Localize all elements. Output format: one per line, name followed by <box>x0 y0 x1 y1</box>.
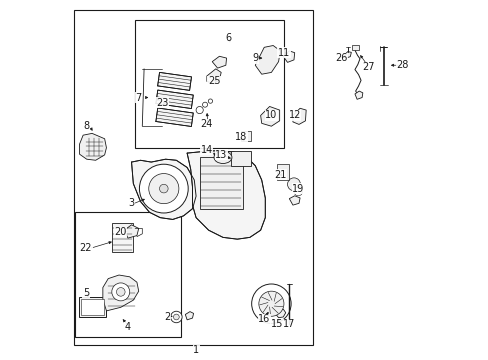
Polygon shape <box>344 51 351 58</box>
Polygon shape <box>187 150 265 239</box>
Text: 26: 26 <box>334 53 347 63</box>
Circle shape <box>251 284 290 323</box>
Polygon shape <box>354 91 362 99</box>
Circle shape <box>287 178 300 191</box>
Text: 24: 24 <box>200 120 213 129</box>
Polygon shape <box>80 134 106 160</box>
Text: 17: 17 <box>283 319 295 329</box>
Circle shape <box>258 291 284 316</box>
Text: 1: 1 <box>193 345 199 355</box>
Bar <box>79 297 105 317</box>
Polygon shape <box>102 275 139 311</box>
Polygon shape <box>292 108 305 125</box>
Text: 5: 5 <box>82 288 89 298</box>
Polygon shape <box>260 107 279 126</box>
Circle shape <box>139 164 188 213</box>
Text: 9: 9 <box>252 53 258 63</box>
Polygon shape <box>212 56 226 68</box>
Polygon shape <box>289 196 300 205</box>
Text: 6: 6 <box>225 33 231 43</box>
Polygon shape <box>276 309 285 318</box>
Bar <box>241 131 250 141</box>
Circle shape <box>148 174 179 204</box>
Polygon shape <box>157 72 191 90</box>
Circle shape <box>202 102 207 107</box>
Bar <box>135 21 284 148</box>
Text: 8: 8 <box>83 121 90 131</box>
Polygon shape <box>156 90 193 109</box>
Polygon shape <box>124 225 139 238</box>
Text: 18: 18 <box>234 132 246 142</box>
Text: 12: 12 <box>288 111 300 121</box>
Text: 23: 23 <box>156 98 168 108</box>
Bar <box>230 151 250 166</box>
Text: 14: 14 <box>200 144 213 154</box>
Text: 11: 11 <box>277 48 289 58</box>
Circle shape <box>116 288 125 296</box>
Polygon shape <box>156 108 193 126</box>
Bar <box>199 157 242 209</box>
Circle shape <box>170 311 182 323</box>
Text: 21: 21 <box>274 170 286 180</box>
Text: 19: 19 <box>291 184 304 194</box>
Text: 3: 3 <box>128 198 134 208</box>
Polygon shape <box>206 69 221 84</box>
Bar <box>277 164 288 180</box>
Text: 15: 15 <box>270 319 283 329</box>
Bar <box>75 212 181 337</box>
Text: 7: 7 <box>135 93 142 103</box>
Text: 2: 2 <box>164 312 170 322</box>
Text: 16: 16 <box>258 314 270 324</box>
Polygon shape <box>131 159 196 220</box>
Ellipse shape <box>214 151 231 163</box>
Text: 25: 25 <box>207 76 220 86</box>
Text: 4: 4 <box>124 322 131 332</box>
Text: 22: 22 <box>80 243 92 253</box>
Text: 10: 10 <box>264 111 277 121</box>
Circle shape <box>112 283 129 301</box>
Text: 13: 13 <box>215 150 227 160</box>
Text: 20: 20 <box>114 227 127 237</box>
Text: 27: 27 <box>361 62 374 72</box>
Circle shape <box>293 187 302 196</box>
Circle shape <box>173 314 179 320</box>
Bar <box>81 299 104 315</box>
Bar <box>351 45 358 50</box>
Polygon shape <box>185 312 193 320</box>
Bar <box>74 10 312 345</box>
Polygon shape <box>255 45 280 74</box>
Circle shape <box>196 107 203 114</box>
Circle shape <box>208 99 212 103</box>
Text: 28: 28 <box>395 60 407 70</box>
Polygon shape <box>283 51 294 62</box>
Circle shape <box>159 184 168 193</box>
Bar <box>112 223 133 252</box>
